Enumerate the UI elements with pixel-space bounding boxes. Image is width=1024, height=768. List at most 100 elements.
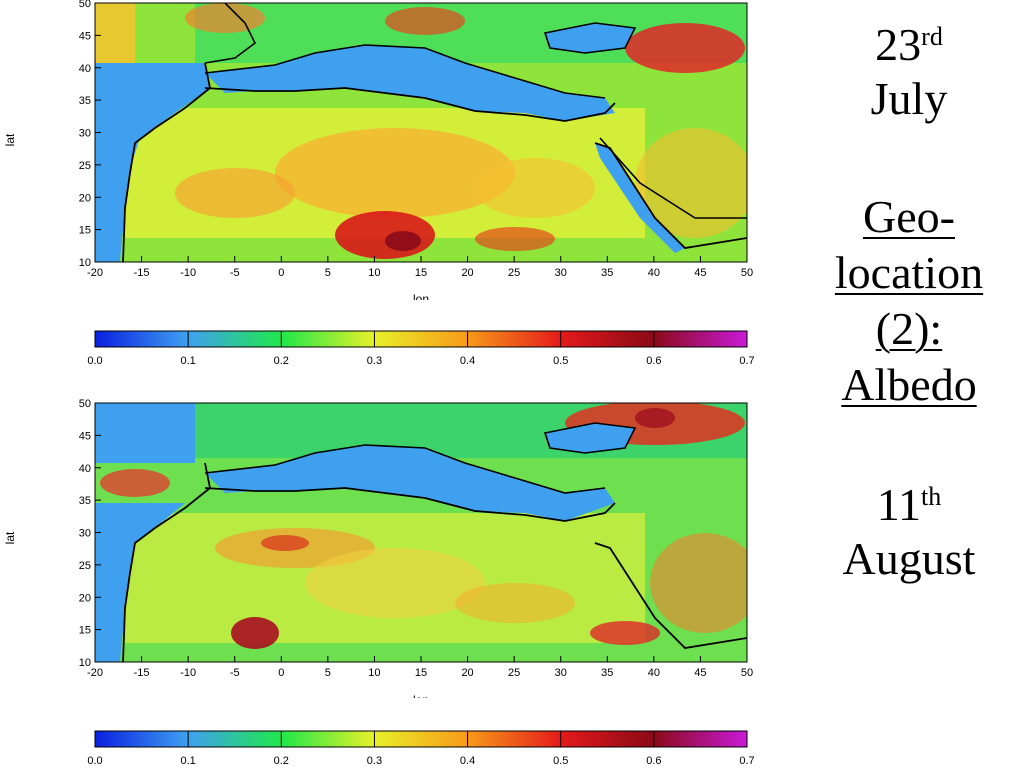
coastline [599,137,747,219]
y-axis-label: lat [3,531,17,544]
y-tick-label: 20 [79,192,91,204]
colorbar-gradient [94,330,748,348]
very-high-albedo-patch [231,617,279,649]
y-tick-label: 50 [79,0,91,10]
x-axis-label: lon [413,693,429,698]
heading-line-3: (2): [875,303,943,354]
albedo-map-top: 10 15 20 25 30 35 40 45 50 -20 -15 -10 -5 0 5 10 15 20 25… [3,0,753,300]
x-tick-label: 40 [648,267,660,279]
x-tick-label: 45 [694,267,706,279]
heading-line-4: Albedo [841,359,977,410]
albedo-map-bottom: 10 15 20 25 30 35 40 45 50 -20 -15 -10 -5 0 5 10 15 20 25… [3,398,753,698]
coastline [204,3,257,64]
colorbar-tick-label: 0.4 [460,355,475,367]
coastline [594,542,747,649]
x-tick-label: 20 [461,667,473,679]
colorbar-tick-label: 0.1 [180,755,195,767]
heading-line-2: location [834,247,984,298]
colorbar-tick-label: 0.2 [274,355,289,367]
x-tick-label: 50 [741,667,753,679]
colorbar-tick-label: 0.4 [460,755,475,767]
x-tick-label: -20 [87,267,103,279]
colorbar-tick-label: 0.7 [739,755,754,767]
y-tick-label: 50 [79,398,91,410]
very-high-albedo-patch [335,211,435,259]
very-high-albedo-patch [261,535,309,551]
x-tick-label: 0 [278,267,284,279]
x-tick-label: 45 [694,667,706,679]
y-tick-label: 35 [79,95,91,107]
x-tick-label: -15 [134,267,150,279]
x-tick-label: -10 [180,267,196,279]
date-top-month: July [870,73,948,124]
x-axis-label: lon [413,292,429,300]
y-tick-label: 20 [79,592,91,604]
y-tick-label: 35 [79,495,91,507]
x-tick-label: -15 [134,667,150,679]
y-tick-label: 30 [79,128,91,140]
coastline [594,142,747,249]
coastline [204,444,606,494]
date-top: 23rd [875,19,943,70]
x-tick-label: 40 [648,667,660,679]
europe-high-albedo [385,7,465,35]
coastline [543,22,637,54]
y-tick-label: 45 [79,430,91,442]
coastline [122,462,211,662]
colorbar-top: 0.0 0.1 0.2 0.3 0.4 0.5 0.6 0.7 [87,330,755,367]
colorbar-tick-label: 0.6 [646,755,661,767]
atlantic-ocean [95,403,195,463]
high-albedo-patch [475,158,595,218]
x-tick-label: -10 [180,667,196,679]
arabia-albedo-patch [635,128,747,238]
x-axis-ticks: -20 -15 -10 -5 0 5 10 15 20 25 30 35 40 45 50 [87,256,753,279]
x-tick-label: 15 [415,267,427,279]
x-tick-label: 0 [278,667,284,679]
colorbar-tick-label: 0.1 [180,355,195,367]
coastline [204,44,606,99]
colorbar-tick-label: 0.3 [367,755,382,767]
y-tick-label: 30 [79,528,91,540]
x-tick-label: 25 [508,667,520,679]
colorbar-bottom: 0.0 0.1 0.2 0.3 0.4 0.5 0.6 0.7 [87,730,755,767]
colorbar-tick-label: 0.7 [739,355,754,367]
x-tick-label: 15 [415,667,427,679]
x-tick-label: -5 [230,667,240,679]
atlantic-ocean [95,503,185,662]
y-axis-label: lat [3,133,17,146]
very-high-albedo-patch [475,227,555,251]
high-albedo-patch [275,128,515,218]
x-tick-label: 35 [601,667,613,679]
colorbar-tick-label: 0.0 [87,755,102,767]
coastline [543,422,637,454]
x-axis-ticks: -20 -15 -10 -5 0 5 10 15 20 25 30 35 40 45 50 [87,656,753,679]
colorbar-tick-label: 0.5 [553,755,568,767]
europe-high-albedo [635,408,675,428]
mediterranean-sea [205,445,615,521]
y-tick-label: 40 [79,463,91,475]
heading-line-1: Geo- [863,191,955,242]
atlantic-ocean [95,63,210,262]
side-label: 23rd July Geo- location (2): Albedo 11th… [800,22,1018,582]
y-tick-label: 25 [79,560,91,572]
high-albedo-patch [175,168,295,218]
x-tick-label: 30 [555,267,567,279]
x-tick-label: 20 [461,267,473,279]
colorbar-tick-label: 0.5 [553,355,568,367]
colorbar-tick-label: 0.3 [367,355,382,367]
black-sea [545,423,635,453]
europe-high-albedo [185,3,265,33]
coastline [204,87,616,122]
y-tick-label: 15 [79,625,91,637]
black-sea [545,23,635,53]
very-high-albedo-patch [590,621,660,645]
mediterranean-sea [205,45,615,121]
europe-high-albedo [625,23,745,73]
x-tick-label: 10 [368,667,380,679]
europe-high-albedo [100,469,170,497]
y-tick-label: 25 [79,160,91,172]
y-axis-ticks: 10 15 20 25 30 35 40 45 50 [79,0,101,269]
y-tick-label: 10 [79,657,91,669]
colorbar-tick-label: 0.6 [646,355,661,367]
x-tick-label: 5 [325,667,331,679]
